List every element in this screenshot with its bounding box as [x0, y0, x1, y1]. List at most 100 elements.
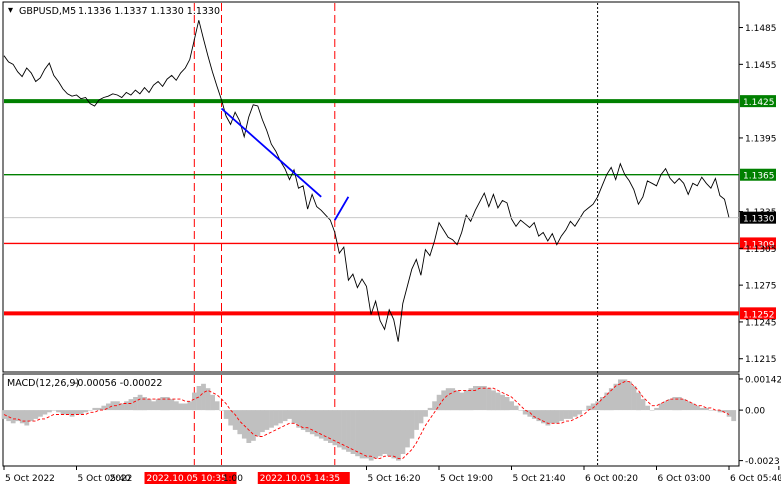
macd-bar	[427, 407, 433, 411]
macd-bar	[586, 405, 592, 411]
macd-bar	[396, 410, 401, 461]
time-tick-label-9: 6 Oct 08:20	[780, 474, 781, 484]
macd-bar	[382, 410, 388, 454]
macd-bar	[500, 394, 505, 411]
macd-bar	[119, 403, 125, 411]
macd-bar	[6, 410, 12, 422]
macd-bar	[341, 410, 347, 450]
time-tick-label-7: 6 Oct 03:00	[658, 474, 711, 484]
macd-bar	[391, 410, 397, 459]
macd-bar	[418, 410, 424, 424]
time-tick-label-8: 6 Oct 05:40	[730, 474, 781, 484]
macd-bar	[96, 407, 102, 411]
macd-bar	[368, 410, 374, 461]
macd-bar	[581, 410, 587, 411]
macd-bar	[246, 410, 252, 443]
macd-bar	[608, 388, 614, 411]
macd-bar	[559, 410, 564, 422]
time-tick-label-6: 6 Oct 00:20	[585, 474, 638, 484]
macd-bar	[87, 410, 93, 411]
macd-bar	[482, 386, 487, 411]
time-marker-bg-1	[144, 472, 237, 484]
macd-panel-frame	[2, 373, 740, 467]
macd-bar	[708, 410, 714, 411]
macd-bar	[400, 410, 406, 454]
macd-bar	[509, 401, 514, 411]
macd-bar	[423, 410, 428, 417]
macd-tick-label-1: 0.00142	[745, 375, 781, 385]
macd-bar	[636, 392, 641, 411]
macd-bar	[237, 410, 243, 435]
level-label-bg-4	[740, 307, 776, 320]
macd-bar	[681, 399, 687, 411]
macd-signal-line	[3, 381, 730, 459]
macd-bar	[142, 397, 147, 411]
macd-bar	[92, 407, 98, 411]
macd-bar	[468, 388, 474, 411]
macd-bar	[178, 403, 184, 411]
time-tick-label-3: 5 Oct 16:20	[368, 474, 421, 484]
macd-bar	[577, 410, 582, 415]
macd-bar	[355, 410, 360, 457]
macd-bar	[337, 410, 342, 448]
macd-bar	[205, 388, 211, 411]
macd-bar	[291, 410, 297, 424]
macd-bar	[210, 394, 215, 411]
level-label-bg-2	[740, 168, 776, 181]
macd-bar	[69, 410, 75, 417]
macd-bar	[24, 410, 30, 426]
price-tick-label-8: 1.1215	[745, 355, 777, 365]
macd-bar	[10, 410, 16, 424]
price-line	[3, 20, 730, 342]
macd-bar	[436, 394, 442, 411]
macd-bar	[128, 399, 134, 411]
macd-bar	[541, 410, 546, 424]
collapse-arrow-icon[interactable]: ▾	[8, 5, 13, 16]
macd-bar	[590, 403, 596, 411]
macd-bar	[518, 410, 524, 411]
price-tick-label-3: 1.1395	[745, 134, 777, 144]
macd-bar	[251, 410, 256, 441]
macd-bar	[160, 397, 166, 411]
macd-bar	[164, 397, 170, 411]
macd-bar	[386, 410, 392, 457]
macd-bar	[78, 410, 84, 415]
macd-bar	[332, 410, 338, 446]
time-axis: 5 Oct 2022 5 Oct 05:40 5 Oct 16:20 5 Oct 19…	[3, 466, 781, 484]
macd-bar	[545, 410, 551, 426]
macd-bar	[550, 410, 555, 424]
macd-bar	[473, 386, 478, 411]
macd-bar	[405, 410, 410, 448]
time-marker-label-1: 2022.10.05 10:35	[147, 474, 227, 484]
macd-bar	[568, 410, 573, 419]
price-axis: 1.14851.14551.13951.13351.13051.12751.12…	[739, 24, 777, 365]
macd-bar	[572, 410, 578, 417]
level-label-4: 1.1252	[743, 310, 775, 320]
trend-lines	[220, 107, 350, 221]
macd-bar	[38, 410, 43, 417]
macd-bar	[686, 401, 691, 411]
macd-bar	[214, 401, 220, 411]
macd-bar	[699, 407, 705, 411]
macd-bar	[201, 383, 206, 411]
macd-bar	[74, 410, 79, 415]
macd-bar	[137, 394, 143, 411]
macd-bar	[459, 392, 465, 411]
macd-bar	[486, 388, 492, 411]
macd-tick-label-2: 0.00	[745, 407, 765, 417]
macd-bar	[19, 410, 25, 424]
macd-bar	[273, 410, 279, 426]
macd-tick-label-3: -0.0023	[745, 457, 780, 467]
macd-bar	[522, 410, 528, 415]
macd-bar	[513, 405, 519, 411]
macd-bar	[228, 410, 234, 426]
macd-bar	[305, 410, 311, 433]
macd-bar	[106, 403, 111, 411]
macd-bar	[287, 410, 292, 419]
macd-bar	[309, 410, 315, 435]
macd-bar	[241, 410, 247, 439]
macd-bar	[640, 399, 646, 411]
macd-bar	[151, 401, 157, 411]
macd-bar	[504, 397, 510, 411]
